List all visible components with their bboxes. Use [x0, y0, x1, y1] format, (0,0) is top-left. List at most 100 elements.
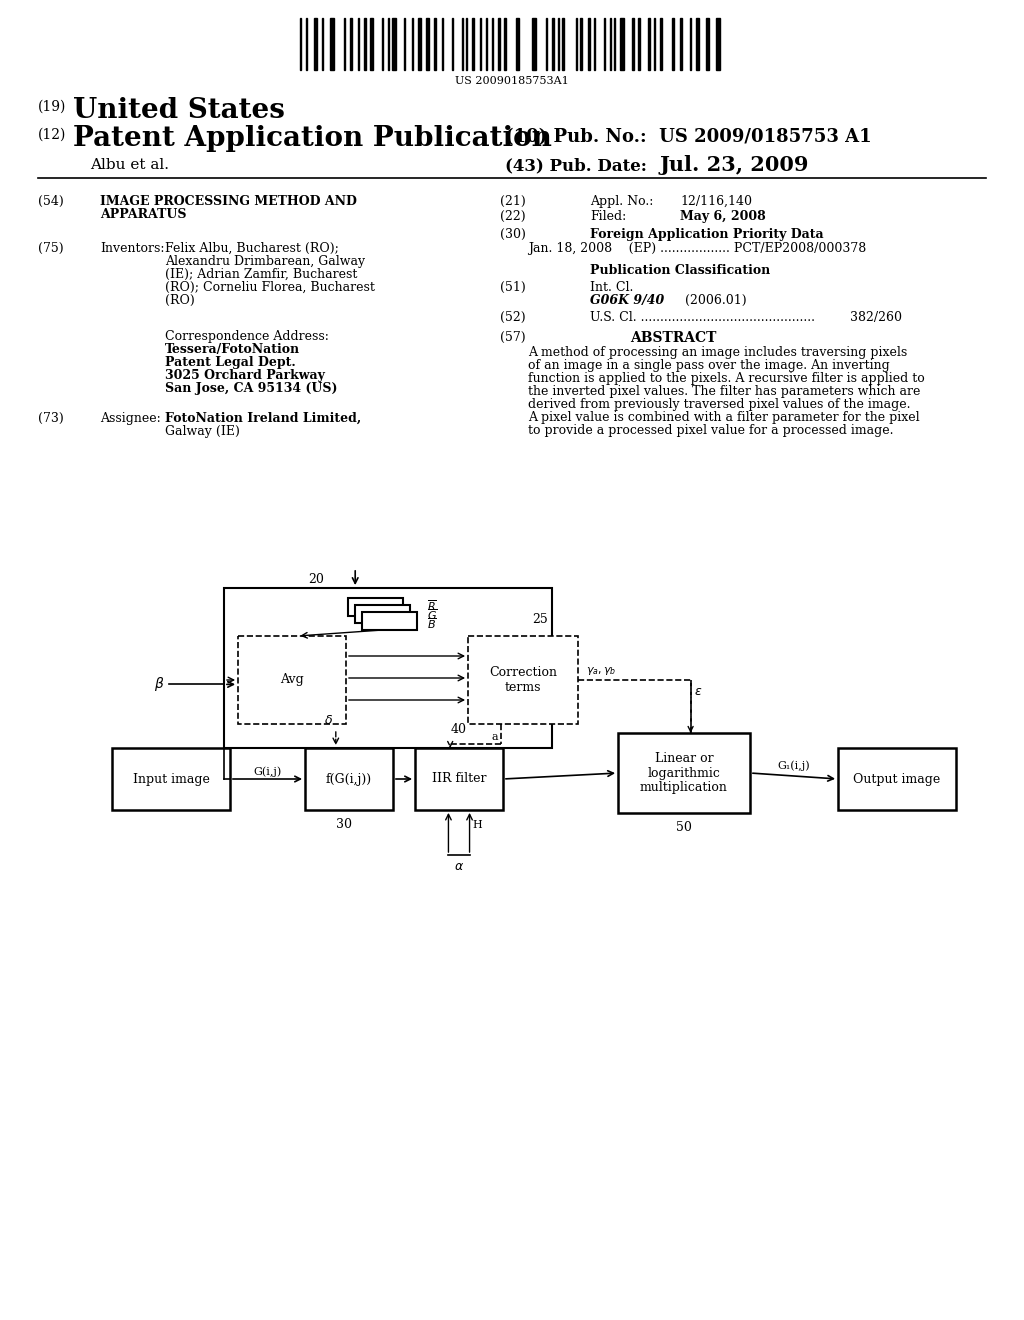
Bar: [588, 18, 590, 70]
Text: (52): (52): [500, 312, 525, 323]
Text: 50: 50: [676, 821, 692, 834]
Text: (43) Pub. Date:: (43) Pub. Date:: [505, 157, 647, 174]
Bar: [330, 18, 334, 70]
Text: Patent Application Publication: Patent Application Publication: [73, 125, 552, 152]
Text: H: H: [472, 820, 482, 830]
Bar: [224, 587, 552, 748]
Text: 382/260: 382/260: [850, 312, 902, 323]
Text: IIR filter: IIR filter: [432, 772, 486, 785]
Bar: [618, 733, 750, 813]
Bar: [472, 18, 474, 70]
Text: Correction
terms: Correction terms: [489, 667, 557, 694]
Text: Patent Legal Dept.: Patent Legal Dept.: [165, 356, 296, 370]
Bar: [112, 748, 230, 810]
Text: A pixel value is combined with a filter parameter for the pixel: A pixel value is combined with a filter …: [528, 411, 920, 424]
Text: Linear or
logarithmic
multiplication: Linear or logarithmic multiplication: [640, 751, 728, 795]
Bar: [696, 18, 699, 70]
Text: derived from previously traversed pixel values of the image.: derived from previously traversed pixel …: [528, 399, 910, 411]
Text: San Jose, CA 95134 (US): San Jose, CA 95134 (US): [165, 381, 338, 395]
Text: a: a: [492, 733, 498, 742]
Text: Albu et al.: Albu et al.: [90, 158, 169, 172]
Text: $\alpha$: $\alpha$: [454, 861, 464, 873]
Text: (RO); Corneliu Florea, Bucharest: (RO); Corneliu Florea, Bucharest: [165, 281, 375, 294]
Text: Alexandru Drimbarean, Galway: Alexandru Drimbarean, Galway: [165, 255, 366, 268]
Text: Foreign Application Priority Data: Foreign Application Priority Data: [590, 228, 823, 242]
Text: $\overline{B}$: $\overline{B}$: [427, 616, 436, 631]
Text: APPARATUS: APPARATUS: [100, 209, 186, 220]
Text: $\gamma_a, \gamma_b$: $\gamma_a, \gamma_b$: [586, 665, 616, 677]
Bar: [426, 18, 429, 70]
Text: Assignee:: Assignee:: [100, 412, 161, 425]
Text: G(i,j): G(i,j): [253, 767, 282, 777]
Text: to provide a processed pixel value for a processed image.: to provide a processed pixel value for a…: [528, 424, 894, 437]
Bar: [838, 748, 956, 810]
Bar: [468, 636, 578, 723]
Text: Correspondence Address:: Correspondence Address:: [165, 330, 329, 343]
Text: (10) Pub. No.:  US 2009/0185753 A1: (10) Pub. No.: US 2009/0185753 A1: [505, 128, 871, 147]
Text: (30): (30): [500, 228, 526, 242]
Bar: [672, 18, 674, 70]
Bar: [364, 18, 366, 70]
Text: Filed:: Filed:: [590, 210, 627, 223]
Text: $\varepsilon$: $\varepsilon$: [693, 685, 701, 698]
Text: (54): (54): [38, 195, 63, 209]
Bar: [516, 18, 519, 70]
Bar: [648, 18, 650, 70]
Bar: [552, 18, 554, 70]
Text: of an image in a single pass over the image. An inverting: of an image in a single pass over the im…: [528, 359, 890, 372]
Text: Publication Classification: Publication Classification: [590, 264, 770, 277]
Text: Felix Albu, Bucharest (RO);: Felix Albu, Bucharest (RO);: [165, 242, 339, 255]
Text: Avg: Avg: [281, 673, 304, 686]
Text: 12/116,140: 12/116,140: [680, 195, 752, 209]
Text: (75): (75): [38, 242, 63, 255]
Text: Inventors:: Inventors:: [100, 242, 165, 255]
Text: United States: United States: [73, 96, 285, 124]
Text: $\overline{G}$: $\overline{G}$: [427, 607, 437, 622]
Text: $\beta$: $\beta$: [154, 676, 164, 693]
Bar: [314, 18, 317, 70]
Bar: [638, 18, 640, 70]
Text: 40: 40: [451, 723, 467, 737]
Text: $\overline{R}$: $\overline{R}$: [427, 598, 436, 612]
Text: Jul. 23, 2009: Jul. 23, 2009: [660, 154, 810, 176]
Text: (21): (21): [500, 195, 525, 209]
Text: May 6, 2008: May 6, 2008: [680, 210, 766, 223]
Bar: [660, 18, 662, 70]
Bar: [350, 18, 352, 70]
Text: (19): (19): [38, 100, 67, 114]
Text: U.S. Cl. .............................................: U.S. Cl. ...............................…: [590, 312, 815, 323]
Text: Output image: Output image: [853, 772, 941, 785]
Text: Int. Cl.: Int. Cl.: [590, 281, 634, 294]
Bar: [632, 18, 634, 70]
Bar: [706, 18, 709, 70]
Bar: [716, 18, 720, 70]
Text: Galway (IE): Galway (IE): [165, 425, 240, 438]
Text: ABSTRACT: ABSTRACT: [630, 331, 717, 345]
Text: 30: 30: [336, 818, 352, 832]
Bar: [362, 612, 417, 630]
Bar: [504, 18, 506, 70]
Bar: [392, 18, 396, 70]
Text: FotoNation Ireland Limited,: FotoNation Ireland Limited,: [165, 412, 361, 425]
Bar: [680, 18, 682, 70]
Bar: [580, 18, 582, 70]
Text: function is applied to the pixels. A recursive filter is applied to: function is applied to the pixels. A rec…: [528, 372, 925, 385]
Text: IMAGE PROCESSING METHOD AND: IMAGE PROCESSING METHOD AND: [100, 195, 357, 209]
Text: (57): (57): [500, 331, 525, 345]
Bar: [238, 636, 346, 723]
Text: (73): (73): [38, 412, 63, 425]
Text: 3025 Orchard Parkway: 3025 Orchard Parkway: [165, 370, 325, 381]
Text: (22): (22): [500, 210, 525, 223]
Bar: [305, 748, 393, 810]
Text: US 20090185753A1: US 20090185753A1: [455, 77, 569, 86]
Text: Input image: Input image: [132, 772, 210, 785]
Text: G₁(i,j): G₁(i,j): [777, 760, 810, 771]
Bar: [348, 598, 403, 616]
Text: Jan. 18, 2008  (EP) .................. PCT/EP2008/000378: Jan. 18, 2008 (EP) .................. PC…: [528, 242, 866, 255]
Text: the inverted pixel values. The filter has parameters which are: the inverted pixel values. The filter ha…: [528, 385, 921, 399]
Text: Tessera/FotoNation: Tessera/FotoNation: [165, 343, 300, 356]
Text: (IE); Adrian Zamfir, Bucharest: (IE); Adrian Zamfir, Bucharest: [165, 268, 357, 281]
Bar: [415, 748, 503, 810]
Bar: [620, 18, 624, 70]
Text: (12): (12): [38, 128, 67, 143]
